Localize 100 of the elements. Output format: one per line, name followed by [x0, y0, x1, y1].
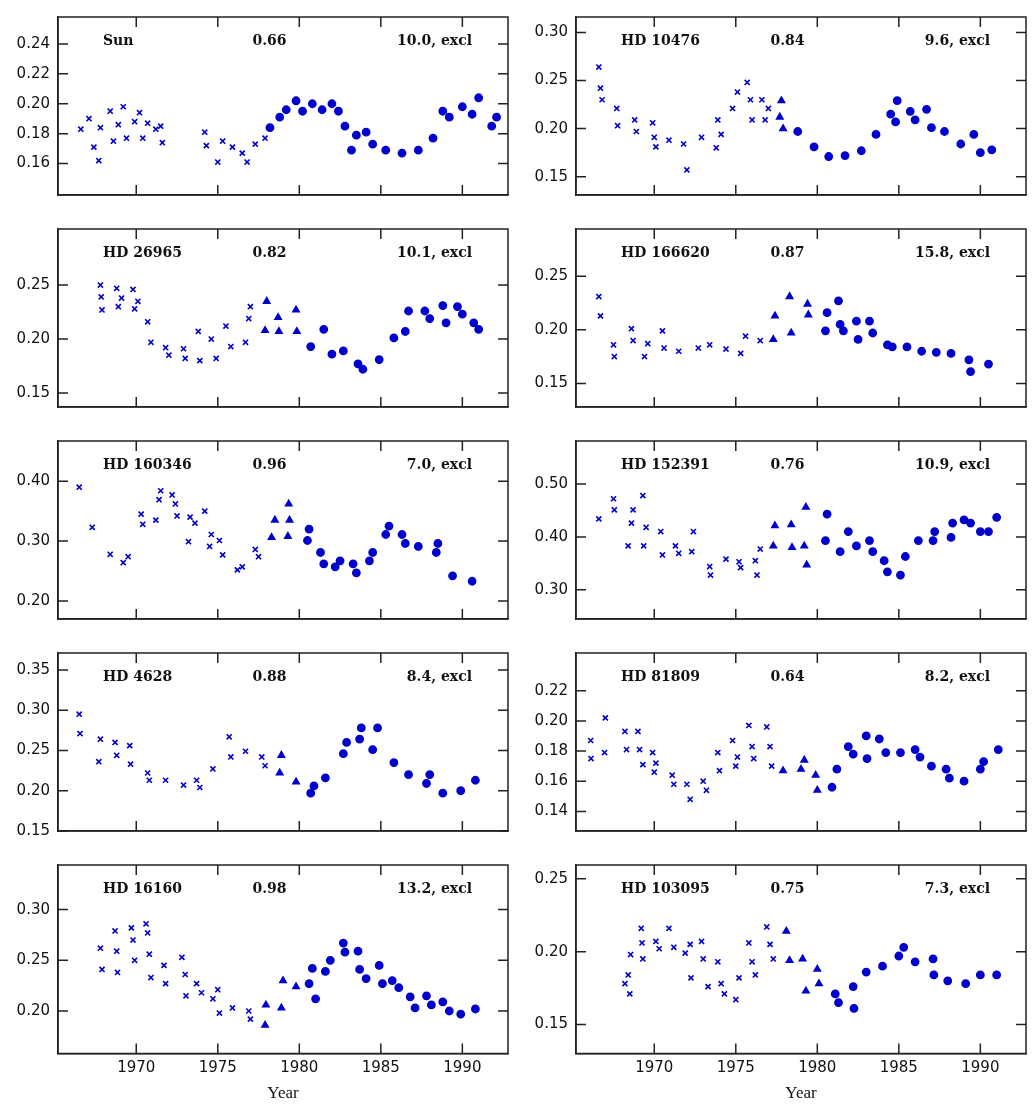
- point: [813, 785, 822, 793]
- y-tick-label: 0.15: [534, 373, 568, 392]
- point: [624, 542, 632, 550]
- annotation: 13.2, excl: [397, 879, 472, 896]
- annotation: 0.98: [252, 879, 287, 896]
- point: [397, 530, 407, 539]
- point: [798, 954, 807, 962]
- point: [319, 559, 329, 569]
- point: [214, 986, 222, 994]
- point: [729, 737, 736, 744]
- point: [852, 316, 861, 326]
- point: [848, 982, 858, 992]
- point: [75, 483, 83, 491]
- y-tick-label: 0.30: [16, 530, 50, 549]
- x-tick-label: 1975: [716, 1058, 755, 1077]
- point: [956, 139, 966, 149]
- point: [492, 112, 501, 122]
- point: [802, 560, 811, 568]
- point: [732, 762, 740, 770]
- point: [275, 327, 283, 335]
- point: [114, 121, 122, 129]
- point: [261, 1000, 270, 1008]
- point: [899, 942, 909, 952]
- point: [157, 487, 165, 495]
- point: [815, 979, 823, 987]
- point: [946, 348, 956, 358]
- point: [639, 955, 647, 963]
- point: [675, 347, 683, 355]
- point: [944, 773, 954, 783]
- point: [413, 542, 423, 551]
- point: [186, 513, 194, 521]
- point: [270, 515, 279, 523]
- point: [303, 536, 312, 545]
- point: [267, 533, 276, 541]
- y-tick-label: 0.18: [534, 740, 568, 759]
- point: [387, 976, 397, 985]
- point: [238, 563, 246, 571]
- y-tick-label: 0.24: [16, 33, 50, 52]
- point: [800, 541, 809, 549]
- point: [247, 303, 254, 311]
- point: [769, 541, 778, 549]
- point: [910, 745, 920, 754]
- y-tick-label: 0.25: [534, 868, 568, 887]
- annotation: HD 16160: [103, 879, 183, 896]
- y-tick-label: 0.15: [16, 382, 50, 401]
- y-tick-label: 0.16: [16, 153, 50, 172]
- point: [984, 527, 993, 536]
- point: [627, 951, 634, 958]
- point: [629, 506, 637, 514]
- point: [304, 524, 314, 534]
- point: [168, 491, 176, 499]
- point: [214, 158, 222, 166]
- annotation: 0.75: [770, 879, 805, 896]
- y-tick-label: 0.30: [16, 700, 50, 719]
- point: [801, 502, 810, 510]
- point: [275, 768, 284, 776]
- point: [769, 335, 778, 343]
- y-tick-label: 0.20: [16, 1000, 50, 1019]
- annotation: HD 4628: [103, 667, 173, 684]
- y-tick-label: 0.20: [534, 118, 568, 137]
- point: [777, 96, 786, 104]
- annotation: HD 166620: [621, 243, 710, 260]
- y-tick-label: 0.25: [534, 70, 568, 89]
- annotation: 0.64: [770, 667, 805, 684]
- point: [853, 335, 863, 344]
- point: [595, 515, 603, 523]
- point: [683, 166, 691, 174]
- point: [381, 530, 391, 539]
- point: [930, 527, 940, 536]
- y-tick-label: 0.20: [534, 941, 568, 960]
- point: [750, 755, 758, 762]
- point: [351, 130, 361, 140]
- point: [822, 509, 832, 519]
- y-tick-label: 0.20: [534, 319, 568, 338]
- point: [467, 109, 477, 119]
- point: [114, 303, 122, 311]
- point: [307, 99, 317, 109]
- point: [358, 364, 368, 374]
- point: [113, 947, 121, 955]
- point: [400, 539, 410, 548]
- annotation: 0.76: [770, 455, 805, 472]
- point: [191, 519, 199, 527]
- point: [835, 320, 845, 329]
- point: [830, 989, 840, 999]
- point: [162, 344, 169, 352]
- point: [261, 1020, 269, 1028]
- point: [201, 128, 209, 136]
- point: [881, 748, 891, 757]
- point: [394, 983, 404, 993]
- point: [422, 991, 431, 1001]
- x-tick-label: 1985: [361, 1058, 400, 1077]
- point: [292, 982, 300, 990]
- point: [961, 979, 971, 989]
- point: [456, 786, 466, 796]
- point: [298, 106, 307, 116]
- annotation: 0.66: [252, 31, 287, 48]
- point: [309, 781, 319, 791]
- point: [368, 745, 378, 755]
- annotation: 0.87: [770, 243, 805, 260]
- point: [355, 734, 365, 744]
